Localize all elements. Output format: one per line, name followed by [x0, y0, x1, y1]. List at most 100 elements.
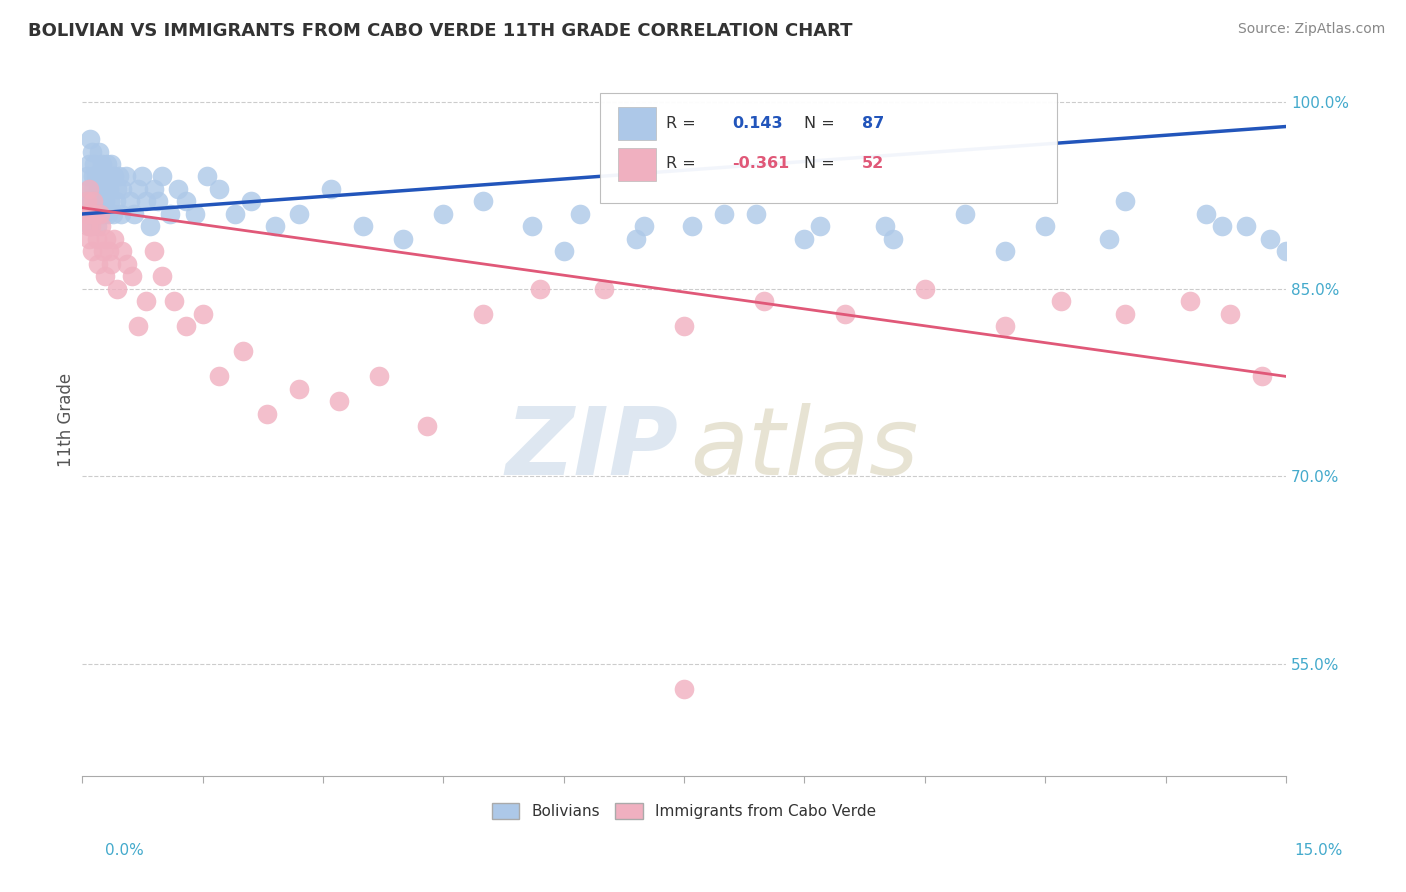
Point: [328, 394, 350, 409]
Point: [176, 194, 198, 209]
Point: [76, 219, 98, 234]
Text: R =: R =: [666, 116, 700, 130]
Point: [87, 257, 110, 271]
Point: [115, 257, 138, 271]
Point: [93, 207, 115, 221]
Point: [77, 182, 100, 196]
Point: [882, 232, 904, 246]
Text: ZIP: ZIP: [505, 402, 678, 494]
Point: [97, 169, 120, 184]
Point: [76, 207, 98, 221]
Point: [1098, 232, 1121, 246]
Point: [83, 207, 105, 221]
Point: [1033, 219, 1056, 234]
Point: [91, 157, 114, 171]
Point: [135, 294, 157, 309]
Point: [87, 145, 110, 159]
Point: [232, 344, 254, 359]
Point: [96, 182, 118, 196]
Point: [100, 157, 122, 171]
Text: 15.0%: 15.0%: [1295, 843, 1343, 858]
Point: [207, 182, 229, 196]
Point: [159, 207, 181, 221]
Point: [80, 244, 103, 259]
Point: [1219, 307, 1241, 321]
Point: [97, 244, 120, 259]
Point: [432, 207, 454, 221]
Point: [472, 307, 495, 321]
Point: [673, 319, 696, 334]
Point: [139, 219, 162, 234]
Point: [111, 182, 134, 196]
Text: N =: N =: [804, 156, 835, 171]
Point: [352, 219, 374, 234]
Point: [82, 169, 104, 184]
Point: [82, 182, 104, 196]
Point: [79, 157, 101, 171]
Text: 52: 52: [862, 156, 884, 171]
Point: [101, 207, 124, 221]
Point: [124, 207, 146, 221]
Point: [103, 169, 125, 184]
Point: [152, 269, 174, 284]
Point: [86, 194, 108, 209]
Point: [368, 369, 391, 384]
Text: 0.143: 0.143: [733, 116, 783, 130]
Point: [1195, 207, 1218, 221]
Point: [79, 219, 101, 234]
Point: [239, 194, 262, 209]
Point: [103, 232, 125, 246]
Point: [529, 282, 551, 296]
Point: [1234, 219, 1257, 234]
Point: [80, 194, 103, 209]
Point: [793, 232, 815, 246]
Point: [1114, 307, 1136, 321]
Point: [416, 419, 439, 434]
Point: [79, 232, 101, 246]
Point: [195, 169, 218, 184]
Point: [86, 232, 108, 246]
Text: 87: 87: [862, 116, 884, 130]
Point: [754, 294, 776, 309]
Point: [98, 194, 121, 209]
Point: [93, 169, 115, 184]
Point: [176, 319, 198, 334]
Point: [224, 207, 246, 221]
Point: [76, 194, 98, 209]
Point: [97, 207, 120, 221]
Point: [873, 219, 896, 234]
Point: [953, 207, 976, 221]
FancyBboxPatch shape: [617, 108, 657, 140]
Point: [93, 269, 115, 284]
Point: [191, 307, 214, 321]
Point: [90, 169, 112, 184]
Point: [1258, 232, 1281, 246]
Point: [319, 182, 342, 196]
Point: [914, 282, 936, 296]
Point: [163, 294, 186, 309]
Point: [1050, 294, 1073, 309]
Point: [91, 182, 114, 196]
Point: [745, 207, 768, 221]
Point: [90, 194, 112, 209]
Point: [75, 207, 97, 221]
Point: [520, 219, 543, 234]
Point: [1178, 294, 1201, 309]
Text: 0.0%: 0.0%: [105, 843, 145, 858]
Point: [553, 244, 575, 259]
Legend: Bolivians, Immigrants from Cabo Verde: Bolivians, Immigrants from Cabo Verde: [485, 797, 883, 825]
Point: [256, 407, 278, 421]
Point: [673, 681, 696, 696]
Text: atlas: atlas: [690, 403, 918, 494]
Point: [86, 219, 108, 234]
Point: [80, 219, 103, 234]
Point: [568, 207, 591, 221]
Point: [207, 369, 229, 384]
Point: [167, 182, 190, 196]
Point: [127, 182, 149, 196]
Point: [633, 219, 655, 234]
Point: [127, 319, 149, 334]
Point: [77, 182, 100, 196]
Point: [148, 194, 170, 209]
Point: [79, 207, 101, 221]
